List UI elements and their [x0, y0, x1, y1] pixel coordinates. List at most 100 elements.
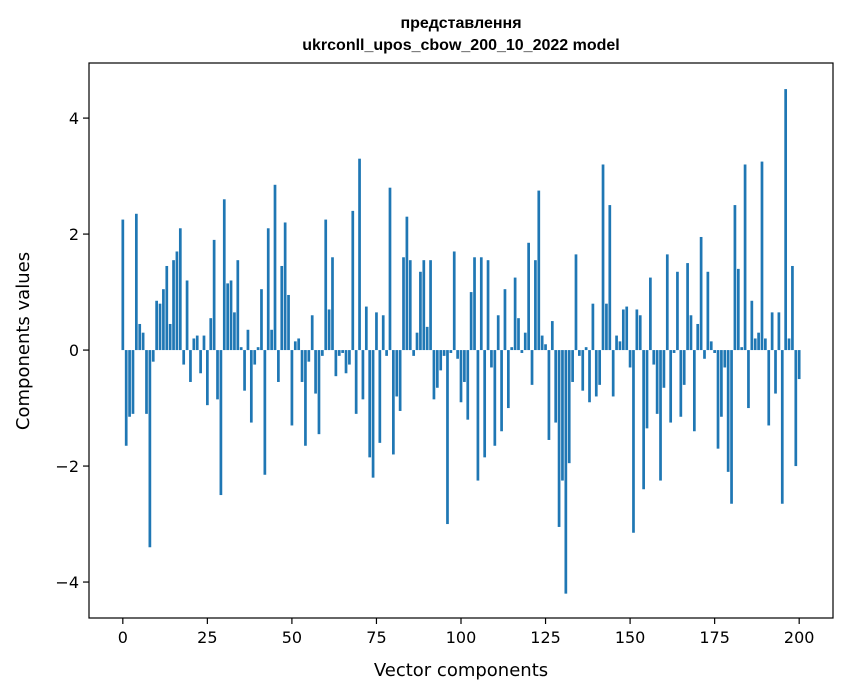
- bar-160: [662, 350, 666, 388]
- bar-107: [483, 350, 487, 458]
- bar-177: [720, 350, 723, 417]
- bar-42: [263, 350, 267, 475]
- bar-190: [764, 338, 767, 351]
- bar-104: [473, 257, 476, 351]
- bar-178: [723, 350, 727, 368]
- x-tick-label: 200: [784, 628, 815, 647]
- bar-194: [777, 312, 781, 351]
- x-tick-label: 75: [366, 628, 386, 647]
- x-axis-label: Vector components: [374, 660, 548, 681]
- bar-192: [770, 312, 774, 351]
- bar-63: [334, 350, 338, 377]
- bar-83: [402, 257, 405, 351]
- x-tick-label: 125: [530, 628, 561, 647]
- bar-175: [713, 350, 716, 353]
- bar-134: [574, 254, 578, 351]
- bar-99: [456, 350, 459, 359]
- bar-14: [168, 323, 172, 351]
- bar-9: [151, 350, 155, 362]
- bar-170: [696, 323, 700, 351]
- bar-125: [544, 344, 547, 351]
- bar-55: [307, 350, 311, 362]
- bar-27: [212, 239, 216, 351]
- bar-52: [297, 338, 301, 351]
- bar-0: [121, 219, 125, 351]
- bar-58: [317, 350, 321, 435]
- bar-82: [398, 350, 402, 411]
- bar-59: [320, 350, 324, 356]
- y-tick-label: 2: [69, 225, 79, 244]
- bar-65: [341, 350, 344, 353]
- bar-173: [706, 271, 710, 351]
- bar-7: [145, 350, 148, 414]
- x-tick-label: 25: [197, 628, 217, 647]
- bar-176: [716, 350, 720, 449]
- bar-22: [195, 335, 199, 351]
- bar-24: [202, 335, 206, 351]
- bar-8: [148, 350, 152, 548]
- bar-90: [425, 326, 429, 351]
- bar-146: [615, 335, 618, 351]
- bar-43: [266, 228, 270, 351]
- bar-54: [304, 350, 307, 446]
- bar-73: [368, 350, 372, 458]
- bar-163: [672, 350, 676, 353]
- bar-169: [692, 350, 696, 432]
- bar-33: [233, 312, 236, 351]
- bar-182: [736, 268, 740, 351]
- bar-193: [774, 350, 777, 394]
- bar-138: [588, 350, 591, 403]
- bar-140: [594, 350, 598, 397]
- bar-70: [358, 158, 361, 351]
- bar-91: [429, 260, 432, 351]
- bar-51: [293, 341, 297, 351]
- bar-30: [222, 199, 226, 351]
- bar-184: [743, 164, 747, 351]
- y-tick-label: 4: [69, 109, 79, 128]
- bar-86: [412, 350, 416, 356]
- bar-47: [280, 265, 284, 351]
- bar-18: [182, 350, 186, 365]
- bar-87: [415, 332, 419, 351]
- bar-113: [503, 289, 507, 351]
- bar-50: [290, 350, 294, 426]
- bar-1: [124, 350, 128, 446]
- y-axis: −4 −2 0 2 4: [55, 109, 89, 592]
- y-tick-label: −2: [55, 457, 79, 476]
- bar-79: [388, 187, 392, 351]
- y-tick-label: 0: [69, 341, 79, 360]
- bar-67: [348, 350, 351, 365]
- y-tick-label: −4: [55, 573, 79, 592]
- bar-75: [375, 312, 378, 351]
- bar-189: [760, 161, 764, 351]
- x-tick-label: 100: [446, 628, 477, 647]
- bars-group: [121, 89, 801, 594]
- bar-2: [128, 350, 131, 417]
- bar-154: [642, 350, 645, 490]
- bar-143: [605, 303, 608, 351]
- bar-61: [327, 309, 331, 351]
- bar-25: [206, 350, 209, 406]
- bar-155: [645, 350, 649, 429]
- bar-74: [371, 350, 375, 478]
- bar-93: [435, 350, 439, 388]
- bar-41: [260, 289, 263, 351]
- bar-124: [540, 335, 544, 351]
- bar-35: [239, 347, 243, 351]
- bar-112: [500, 350, 503, 432]
- bar-127: [550, 321, 554, 351]
- bar-40: [256, 347, 260, 351]
- bar-126: [547, 350, 551, 440]
- bar-10: [155, 300, 158, 351]
- bar-105: [476, 350, 480, 481]
- bar-165: [679, 350, 683, 417]
- bar-84: [405, 216, 409, 351]
- bar-11: [158, 303, 162, 351]
- bar-157: [652, 350, 656, 365]
- bar-137: [584, 347, 588, 351]
- bar-129: [557, 350, 561, 527]
- bar-122: [534, 260, 537, 351]
- bar-76: [378, 350, 382, 443]
- bar-141: [598, 350, 602, 385]
- bar-39: [253, 350, 257, 365]
